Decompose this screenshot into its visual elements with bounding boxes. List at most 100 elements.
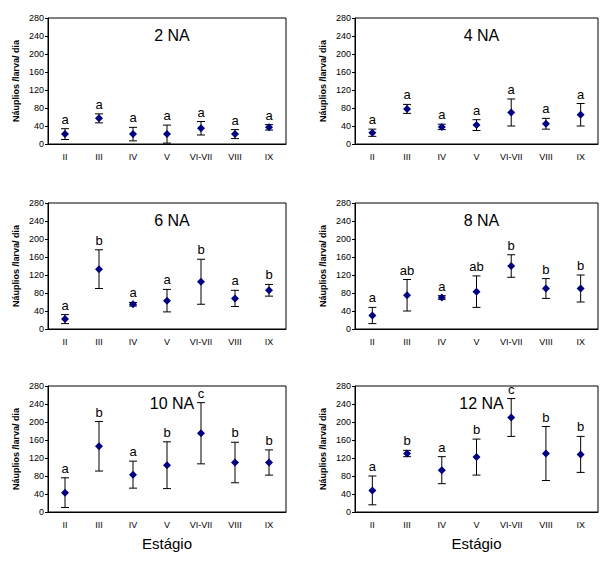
svg-text:c: c bbox=[508, 382, 515, 397]
svg-text:160: 160 bbox=[29, 435, 44, 445]
svg-text:VI-VII: VI-VII bbox=[190, 520, 213, 530]
svg-text:120: 120 bbox=[29, 85, 44, 95]
svg-text:200: 200 bbox=[336, 49, 351, 59]
svg-text:0: 0 bbox=[39, 139, 44, 149]
svg-text:ab: ab bbox=[400, 263, 414, 278]
svg-text:240: 240 bbox=[336, 31, 351, 41]
svg-text:IX: IX bbox=[576, 152, 585, 162]
svg-text:a: a bbox=[369, 290, 377, 305]
svg-text:IX: IX bbox=[576, 337, 585, 347]
svg-text:0: 0 bbox=[39, 324, 44, 334]
svg-text:160: 160 bbox=[336, 252, 351, 262]
svg-text:VIII: VIII bbox=[228, 520, 242, 530]
svg-text:VIII: VIII bbox=[228, 152, 242, 162]
svg-text:240: 240 bbox=[29, 399, 44, 409]
svg-text:280: 280 bbox=[29, 13, 44, 23]
svg-text:10 NA: 10 NA bbox=[150, 395, 195, 412]
svg-text:IV: IV bbox=[438, 520, 447, 530]
svg-text:VI-VII: VI-VII bbox=[500, 337, 523, 347]
svg-text:160: 160 bbox=[336, 435, 351, 445]
svg-text:280: 280 bbox=[336, 13, 351, 23]
svg-text:0: 0 bbox=[346, 507, 351, 517]
svg-text:V: V bbox=[164, 520, 170, 530]
svg-text:IX: IX bbox=[265, 152, 274, 162]
svg-text:a: a bbox=[265, 108, 273, 123]
svg-text:V: V bbox=[164, 152, 170, 162]
svg-text:a: a bbox=[542, 101, 550, 116]
svg-text:280: 280 bbox=[29, 198, 44, 208]
svg-text:V: V bbox=[164, 337, 170, 347]
svg-text:240: 240 bbox=[336, 399, 351, 409]
svg-text:II: II bbox=[370, 337, 375, 347]
svg-text:280: 280 bbox=[336, 198, 351, 208]
svg-text:b: b bbox=[265, 433, 272, 448]
svg-text:IV: IV bbox=[438, 152, 447, 162]
svg-text:a: a bbox=[163, 272, 171, 287]
svg-text:80: 80 bbox=[34, 288, 44, 298]
svg-text:VI-VII: VI-VII bbox=[190, 152, 213, 162]
svg-text:c: c bbox=[198, 386, 205, 401]
svg-text:b: b bbox=[542, 262, 549, 277]
svg-text:a: a bbox=[473, 103, 481, 118]
svg-text:200: 200 bbox=[336, 417, 351, 427]
svg-text:a: a bbox=[95, 97, 103, 112]
svg-text:VIII: VIII bbox=[539, 337, 553, 347]
svg-text:a: a bbox=[61, 112, 69, 127]
svg-text:Náuplios /larva/ dia: Náuplios /larva/ dia bbox=[11, 224, 21, 307]
svg-text:III: III bbox=[95, 337, 103, 347]
svg-text:160: 160 bbox=[336, 67, 351, 77]
svg-text:a: a bbox=[403, 87, 411, 102]
svg-text:b: b bbox=[508, 238, 515, 253]
svg-text:III: III bbox=[95, 520, 103, 530]
svg-text:II: II bbox=[370, 152, 375, 162]
svg-text:160: 160 bbox=[29, 67, 44, 77]
svg-text:II: II bbox=[62, 152, 67, 162]
svg-text:a: a bbox=[369, 112, 377, 127]
svg-text:80: 80 bbox=[341, 288, 351, 298]
svg-text:120: 120 bbox=[336, 453, 351, 463]
svg-text:80: 80 bbox=[34, 103, 44, 113]
svg-text:a: a bbox=[577, 87, 585, 102]
svg-text:6 NA: 6 NA bbox=[154, 212, 190, 229]
svg-text:a: a bbox=[197, 105, 205, 120]
svg-text:200: 200 bbox=[29, 234, 44, 244]
svg-text:III: III bbox=[403, 152, 411, 162]
svg-text:b: b bbox=[265, 267, 272, 282]
svg-text:80: 80 bbox=[34, 471, 44, 481]
svg-text:a: a bbox=[129, 110, 137, 125]
svg-text:2 NA: 2 NA bbox=[154, 27, 190, 44]
svg-text:IV: IV bbox=[129, 337, 138, 347]
svg-text:II: II bbox=[62, 520, 67, 530]
svg-text:a: a bbox=[61, 461, 69, 476]
svg-text:80: 80 bbox=[341, 103, 351, 113]
svg-text:b: b bbox=[403, 433, 410, 448]
svg-text:8 NA: 8 NA bbox=[464, 212, 500, 229]
svg-text:a: a bbox=[129, 444, 137, 459]
svg-text:IV: IV bbox=[438, 337, 447, 347]
svg-text:Estágio: Estágio bbox=[451, 535, 501, 552]
svg-text:a: a bbox=[231, 113, 239, 128]
svg-text:a: a bbox=[231, 273, 239, 288]
svg-text:a: a bbox=[438, 107, 446, 122]
svg-text:ab: ab bbox=[469, 259, 483, 274]
svg-text:40: 40 bbox=[341, 489, 351, 499]
svg-text:a: a bbox=[438, 440, 446, 455]
svg-text:40: 40 bbox=[341, 306, 351, 316]
svg-text:4 NA: 4 NA bbox=[464, 27, 500, 44]
svg-text:280: 280 bbox=[29, 381, 44, 391]
svg-text:VIII: VIII bbox=[539, 520, 553, 530]
svg-text:V: V bbox=[473, 337, 479, 347]
svg-text:VIII: VIII bbox=[539, 152, 553, 162]
svg-text:II: II bbox=[62, 337, 67, 347]
svg-text:40: 40 bbox=[34, 121, 44, 131]
svg-text:V: V bbox=[473, 152, 479, 162]
svg-text:a: a bbox=[129, 285, 137, 300]
svg-text:b: b bbox=[197, 242, 204, 257]
svg-text:120: 120 bbox=[29, 453, 44, 463]
svg-text:a: a bbox=[61, 298, 69, 313]
svg-text:0: 0 bbox=[346, 324, 351, 334]
svg-text:240: 240 bbox=[29, 31, 44, 41]
svg-text:Estágio: Estágio bbox=[142, 535, 192, 552]
svg-text:120: 120 bbox=[336, 270, 351, 280]
svg-text:V: V bbox=[473, 520, 479, 530]
